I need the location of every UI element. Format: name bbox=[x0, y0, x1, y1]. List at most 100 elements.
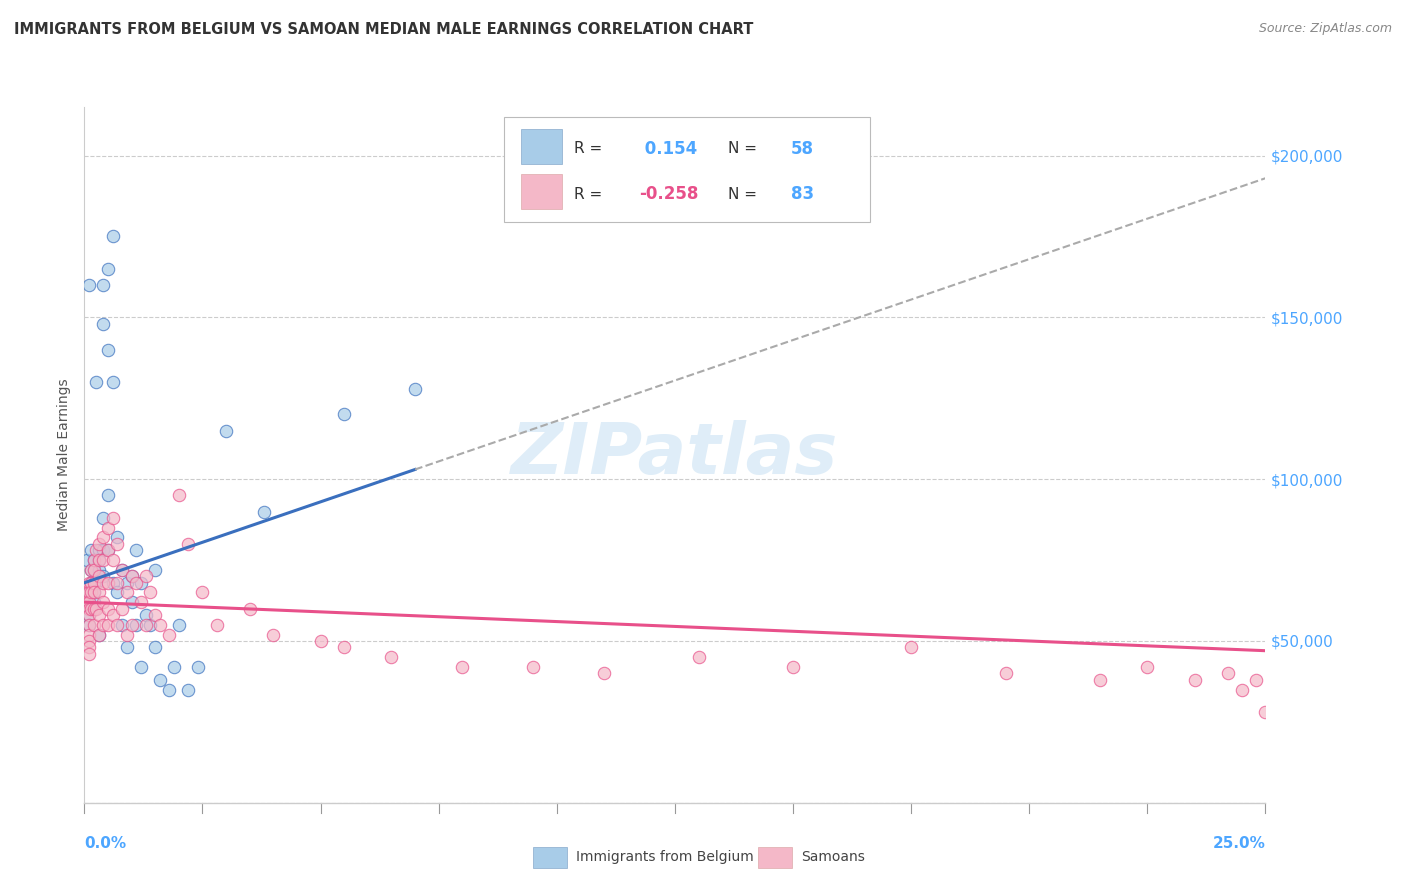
Point bbox=[77, 608, 100, 623]
Point bbox=[77, 608, 100, 623]
Text: R =: R = bbox=[575, 186, 607, 202]
Point bbox=[121, 595, 143, 609]
Point bbox=[77, 617, 100, 632]
Point bbox=[101, 575, 124, 590]
Point bbox=[83, 563, 105, 577]
FancyBboxPatch shape bbox=[522, 174, 561, 210]
Text: 83: 83 bbox=[790, 185, 814, 203]
Point bbox=[107, 575, 129, 590]
Point bbox=[333, 408, 356, 422]
Text: 0.0%: 0.0% bbox=[84, 836, 127, 851]
Point bbox=[135, 608, 157, 623]
Point bbox=[1136, 660, 1159, 674]
Point bbox=[177, 682, 200, 697]
Point bbox=[125, 617, 148, 632]
Point bbox=[83, 575, 105, 590]
Point bbox=[994, 666, 1017, 681]
Point bbox=[83, 573, 105, 587]
Point bbox=[83, 553, 105, 567]
Point bbox=[84, 601, 107, 615]
Point bbox=[139, 585, 162, 599]
Point bbox=[84, 375, 107, 389]
Text: Immigrants from Belgium: Immigrants from Belgium bbox=[576, 850, 754, 864]
Point bbox=[143, 608, 166, 623]
Point bbox=[187, 660, 209, 674]
Point bbox=[139, 617, 162, 632]
Point bbox=[87, 627, 110, 641]
Point bbox=[91, 569, 114, 583]
Point bbox=[129, 595, 152, 609]
Point bbox=[125, 575, 148, 590]
Point bbox=[101, 229, 124, 244]
Point bbox=[115, 575, 138, 590]
Point bbox=[97, 488, 120, 502]
Point bbox=[83, 553, 105, 567]
Point bbox=[107, 585, 129, 599]
Point bbox=[77, 585, 100, 599]
Point bbox=[97, 343, 120, 357]
Point bbox=[253, 504, 276, 518]
Text: N =: N = bbox=[728, 186, 762, 202]
Point bbox=[77, 634, 100, 648]
Point bbox=[380, 650, 402, 665]
Point bbox=[80, 575, 103, 590]
Point bbox=[239, 601, 262, 615]
Point bbox=[97, 543, 120, 558]
Point bbox=[111, 617, 134, 632]
Point bbox=[111, 563, 134, 577]
Text: N =: N = bbox=[728, 141, 762, 156]
Point bbox=[77, 647, 100, 661]
Point bbox=[84, 575, 107, 590]
Point bbox=[782, 660, 804, 674]
Point bbox=[107, 537, 129, 551]
Point bbox=[157, 682, 180, 697]
Point bbox=[121, 569, 143, 583]
Point bbox=[91, 543, 114, 558]
Point bbox=[135, 569, 157, 583]
Point bbox=[97, 575, 120, 590]
Point bbox=[97, 617, 120, 632]
Point bbox=[77, 585, 100, 599]
Text: IMMIGRANTS FROM BELGIUM VS SAMOAN MEDIAN MALE EARNINGS CORRELATION CHART: IMMIGRANTS FROM BELGIUM VS SAMOAN MEDIAN… bbox=[14, 22, 754, 37]
Point bbox=[688, 650, 710, 665]
Point bbox=[97, 543, 120, 558]
Point bbox=[80, 563, 103, 577]
Point bbox=[157, 627, 180, 641]
Point bbox=[115, 627, 138, 641]
Point bbox=[83, 601, 105, 615]
FancyBboxPatch shape bbox=[522, 128, 561, 164]
Point bbox=[129, 575, 152, 590]
Point bbox=[77, 601, 100, 615]
Point bbox=[77, 617, 100, 632]
Point bbox=[83, 585, 105, 599]
Point bbox=[115, 640, 138, 655]
Point bbox=[91, 531, 114, 545]
Point bbox=[900, 640, 922, 655]
Point bbox=[149, 617, 172, 632]
Point bbox=[83, 585, 105, 599]
Text: Samoans: Samoans bbox=[801, 850, 865, 864]
Point bbox=[80, 601, 103, 615]
Point bbox=[80, 575, 103, 590]
Text: 25.0%: 25.0% bbox=[1212, 836, 1265, 851]
Point bbox=[83, 563, 105, 577]
Point bbox=[83, 595, 105, 609]
Text: Source: ZipAtlas.com: Source: ZipAtlas.com bbox=[1258, 22, 1392, 36]
Point bbox=[87, 553, 110, 567]
Point bbox=[101, 608, 124, 623]
Point bbox=[91, 317, 114, 331]
Point bbox=[77, 278, 100, 293]
Text: 0.154: 0.154 bbox=[640, 140, 697, 158]
Point bbox=[167, 488, 190, 502]
Point bbox=[101, 375, 124, 389]
Point bbox=[143, 563, 166, 577]
Point bbox=[149, 673, 172, 687]
Point bbox=[262, 627, 284, 641]
Text: -0.258: -0.258 bbox=[640, 185, 699, 203]
Point bbox=[91, 511, 114, 525]
Point bbox=[87, 537, 110, 551]
Point bbox=[451, 660, 474, 674]
Point bbox=[80, 543, 103, 558]
Point bbox=[76, 553, 98, 567]
Text: R =: R = bbox=[575, 141, 607, 156]
